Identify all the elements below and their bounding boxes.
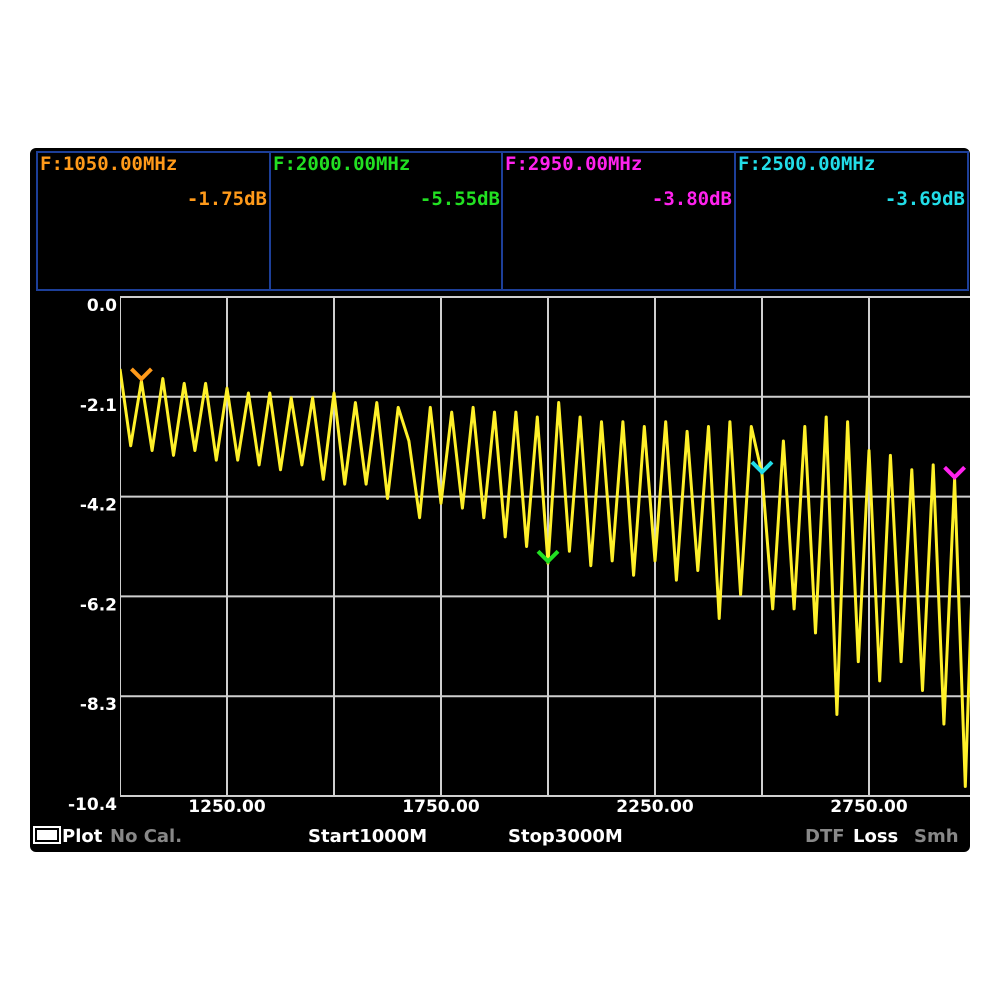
loss-button[interactable]: Loss	[853, 826, 898, 847]
y-tick-label: -4.2	[80, 496, 117, 516]
marker-value: -1.75dB	[187, 188, 267, 210]
y-tick-label: -10.4	[68, 795, 117, 815]
stop-freq[interactable]: Stop3000M	[508, 826, 623, 847]
x-tick-label: 2250.00	[616, 797, 694, 817]
marker-value: -3.80dB	[652, 188, 732, 210]
y-tick-label: -6.2	[80, 595, 117, 615]
x-tick-label: 1250.00	[188, 797, 266, 817]
x-tick-label: 2750.00	[830, 797, 908, 817]
cal-status[interactable]: No Cal.	[110, 826, 182, 847]
x-tick-label: 1750.00	[402, 797, 480, 817]
marker-freq: F:2950.00MHz	[505, 153, 642, 175]
marker-value: -5.55dB	[420, 188, 500, 210]
start-freq[interactable]: Start1000M	[308, 826, 427, 847]
screen-background	[30, 148, 970, 852]
marker-freq: F:2500.00MHz	[738, 153, 875, 175]
y-tick-label: -2.1	[80, 396, 117, 416]
marker-freq: F:1050.00MHz	[40, 153, 177, 175]
dtf-button[interactable]: DTF	[805, 826, 845, 847]
y-tick-label: -8.3	[80, 695, 117, 715]
smith-button[interactable]: Smh	[914, 826, 959, 847]
marker-glyph	[943, 465, 967, 481]
marker-value: -3.69dB	[885, 188, 965, 210]
battery-icon	[33, 826, 61, 844]
mode-label[interactable]: Plot	[62, 826, 103, 847]
marker-glyph	[536, 549, 560, 565]
y-tick-label: 0.0	[87, 296, 117, 316]
marker-glyph	[129, 367, 153, 382]
marker-freq: F:2000.00MHz	[273, 153, 410, 175]
marker-glyph	[750, 460, 774, 475]
